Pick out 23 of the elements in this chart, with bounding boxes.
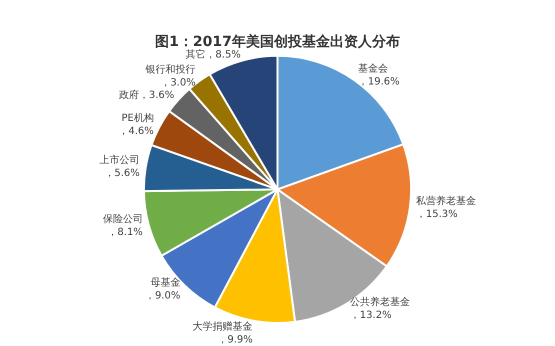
slice-label: PE机构 [121, 112, 154, 124]
chart-title: 图1：2017年美国创投基金出资人分布 [155, 33, 400, 50]
data-label: ，4.6% [118, 126, 154, 137]
data-label: ，19.6% [358, 76, 400, 88]
data-label: ，3.0% [160, 77, 196, 88]
slice-label: 银行和投行 [144, 63, 196, 76]
slice-label: 私营养老基金 [416, 195, 476, 208]
slice-label: 政府 [118, 89, 139, 102]
slice-label: 其它 [185, 48, 206, 60]
slice-label: 保险公司 [102, 213, 143, 226]
slice-label: 上市公司 [100, 154, 140, 166]
data-label: ，15.3% [416, 209, 458, 220]
data-label: ，8.5% [205, 49, 241, 60]
data-label: ，3.6% [138, 90, 174, 102]
data-label: ，9.9% [217, 334, 253, 346]
slice-label: 母基金 [150, 276, 180, 289]
data-label: ，5.6% [104, 168, 140, 179]
slice-label: 公共养老基金 [350, 296, 410, 308]
data-label: ，8.1% [107, 227, 143, 238]
data-label: ，9.0% [144, 290, 180, 302]
slice-label: 基金会 [358, 62, 388, 74]
slice-label: 大学捐赠基金 [192, 320, 253, 332]
data-label: ，13.2% [350, 310, 392, 321]
